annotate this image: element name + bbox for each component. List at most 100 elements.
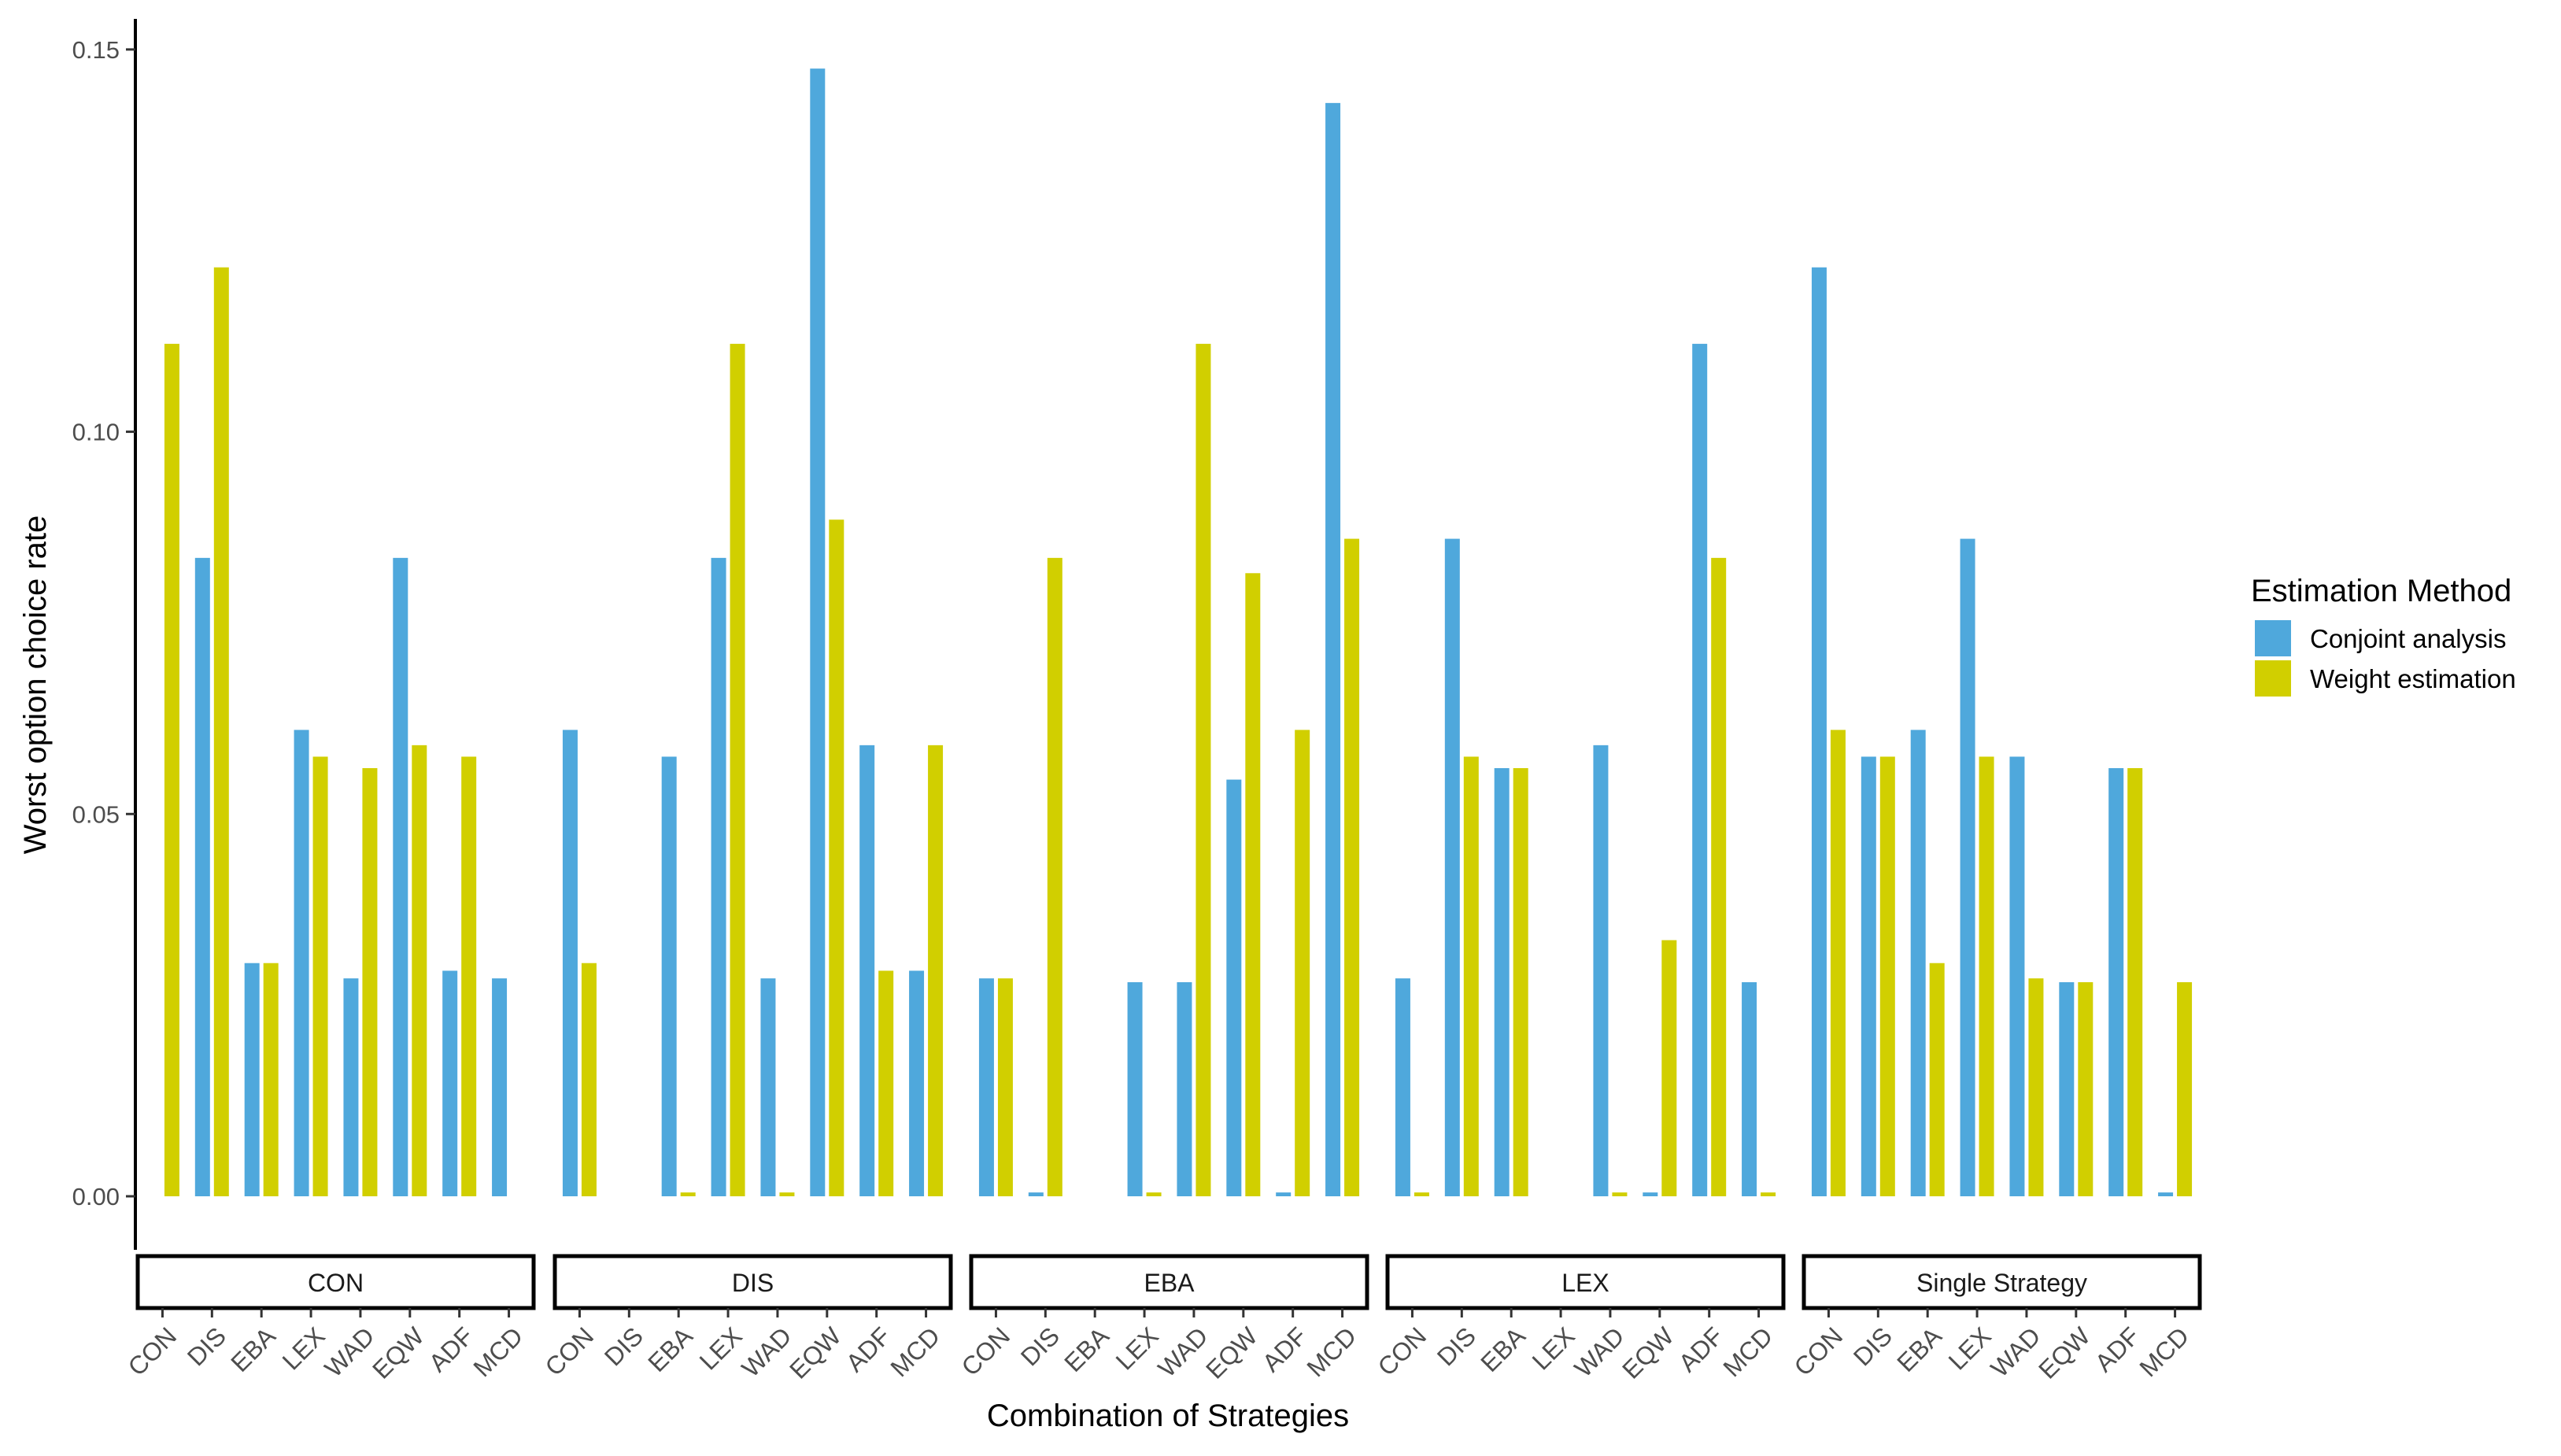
- x-tick-label: CON: [122, 1321, 182, 1381]
- bar-eba-eqw-weight: [1245, 573, 1261, 1196]
- bar-eba-wad-conjoint: [1177, 982, 1192, 1196]
- x-tick-label: LEX: [1111, 1321, 1164, 1375]
- facet-strip: [1385, 1254, 1786, 1310]
- x-tick-label: EBA: [642, 1321, 698, 1377]
- bar-lex-wad-conjoint: [1593, 745, 1609, 1196]
- bar-single-strategy-adf-weight: [2127, 768, 2143, 1196]
- bar-dis-adf-weight: [878, 970, 894, 1196]
- x-tick-label: LEX: [1943, 1321, 1997, 1375]
- bar-single-strategy-con-weight: [1830, 730, 1846, 1196]
- x-tick-label: EBA: [1475, 1321, 1531, 1377]
- bar-dis-mcd-conjoint: [909, 970, 925, 1196]
- x-tick-label: WAD: [1569, 1321, 1629, 1382]
- bar-lex-con-weight: [1414, 1192, 1429, 1196]
- bar-lex-mcd-weight: [1761, 1192, 1776, 1196]
- bar-con-wad-conjoint: [343, 978, 359, 1196]
- x-tick-label: EQW: [1617, 1321, 1680, 1384]
- facet-strip-label: CON: [308, 1269, 364, 1297]
- bar-eba-wad-weight: [1196, 343, 1211, 1196]
- bar-single-strategy-wad-conjoint: [2009, 756, 2025, 1196]
- y-tick-label: 0.00: [72, 1183, 120, 1210]
- bar-lex-eba-conjoint: [1494, 768, 1510, 1196]
- bar-con-adf-conjoint: [442, 970, 458, 1196]
- bar-lex-eqw-weight: [1661, 940, 1677, 1196]
- y-tick-label: 0.10: [72, 419, 120, 446]
- x-tick-label: EBA: [1059, 1321, 1114, 1377]
- y-axis-title: Worst option choice rate: [18, 516, 53, 855]
- x-tick-label: EQW: [2033, 1321, 2096, 1384]
- x-tick-label: ADF: [1673, 1321, 1729, 1377]
- bar-dis-eba-weight: [680, 1192, 696, 1196]
- bar-con-wad-weight: [362, 768, 378, 1196]
- x-tick-label: DIS: [1848, 1321, 1898, 1371]
- bar-single-strategy-eba-weight: [1929, 963, 1945, 1196]
- x-tick-label: ADF: [423, 1321, 479, 1377]
- bar-con-lex-weight: [312, 756, 328, 1196]
- bar-dis-lex-weight: [730, 343, 745, 1196]
- bar-con-con-weight: [164, 343, 179, 1196]
- bar-dis-eba-conjoint: [661, 756, 677, 1196]
- x-tick-label: WAD: [736, 1321, 796, 1382]
- facet-strip-label: EBA: [1144, 1269, 1195, 1297]
- bar-con-eqw-conjoint: [393, 557, 408, 1196]
- bar-single-strategy-adf-conjoint: [2108, 768, 2124, 1196]
- bar-lex-eqw-conjoint: [1643, 1192, 1658, 1196]
- bar-eba-con-weight: [997, 978, 1013, 1196]
- facet-strip-label: Single Strategy: [1916, 1269, 2087, 1297]
- x-tick-label: CON: [1372, 1321, 1432, 1381]
- bar-con-eba-conjoint: [244, 963, 260, 1196]
- facet-strip-label: LEX: [1561, 1269, 1609, 1297]
- x-axis-title: Combination of Strategies: [987, 1399, 1349, 1433]
- bar-dis-lex-conjoint: [711, 557, 726, 1196]
- x-tick-label: EBA: [1891, 1321, 1947, 1377]
- y-tick-label: 0.05: [72, 800, 120, 828]
- x-tick-label: MCD: [467, 1321, 528, 1382]
- x-tick-label: MCD: [1301, 1321, 1362, 1382]
- bar-eba-dis-conjoint: [1028, 1192, 1044, 1196]
- bar-single-strategy-lex-conjoint: [1960, 538, 1975, 1196]
- bar-single-strategy-eqw-weight: [2078, 982, 2094, 1196]
- x-tick-label: EQW: [784, 1321, 847, 1384]
- bar-eba-mcd-conjoint: [1325, 102, 1341, 1196]
- bar-lex-adf-conjoint: [1692, 343, 1708, 1196]
- legend-title: Estimation Method: [2251, 574, 2511, 608]
- bar-dis-adf-conjoint: [859, 745, 875, 1196]
- bar-eba-mcd-weight: [1344, 538, 1360, 1196]
- legend-key-conjoint: [2255, 620, 2291, 656]
- x-tick-label: EBA: [225, 1321, 281, 1377]
- bar-eba-lex-conjoint: [1127, 982, 1143, 1196]
- x-tick-label: ADF: [1257, 1321, 1313, 1377]
- bar-con-adf-weight: [461, 756, 477, 1196]
- bar-lex-eba-weight: [1513, 768, 1528, 1196]
- bar-eba-lex-weight: [1146, 1192, 1162, 1196]
- bar-con-dis-conjoint: [194, 557, 210, 1196]
- bar-dis-wad-conjoint: [760, 978, 776, 1196]
- x-tick-label: MCD: [885, 1321, 945, 1382]
- bar-lex-mcd-conjoint: [1742, 982, 1757, 1196]
- x-tick-label: CON: [539, 1321, 599, 1381]
- bar-dis-con-conjoint: [562, 730, 578, 1196]
- x-tick-label: MCD: [1717, 1321, 1778, 1382]
- bar-eba-adf-conjoint: [1276, 1192, 1292, 1196]
- bar-single-strategy-mcd-weight: [2177, 982, 2193, 1196]
- x-tick-label: CON: [955, 1321, 1015, 1381]
- bar-lex-adf-weight: [1711, 557, 1727, 1196]
- x-tick-label: CON: [1788, 1321, 1848, 1381]
- facet-strip: [1802, 1254, 2202, 1310]
- x-tick-label: LEX: [694, 1321, 748, 1375]
- bar-con-mcd-conjoint: [492, 978, 508, 1196]
- bar-con-eba-weight: [263, 963, 279, 1196]
- x-tick-label: EQW: [367, 1321, 430, 1384]
- bar-lex-wad-weight: [1612, 1192, 1628, 1196]
- facet-strip: [135, 1254, 536, 1310]
- bar-con-lex-conjoint: [294, 730, 309, 1196]
- y-tick-label: 0.15: [72, 36, 120, 64]
- bar-single-strategy-mcd-conjoint: [2158, 1192, 2174, 1196]
- bar-con-eqw-weight: [412, 745, 427, 1196]
- bar-single-strategy-wad-weight: [2028, 978, 2044, 1196]
- bar-single-strategy-dis-conjoint: [1861, 756, 1876, 1196]
- bar-single-strategy-dis-weight: [1879, 756, 1895, 1196]
- x-tick-label: WAD: [1985, 1321, 2045, 1382]
